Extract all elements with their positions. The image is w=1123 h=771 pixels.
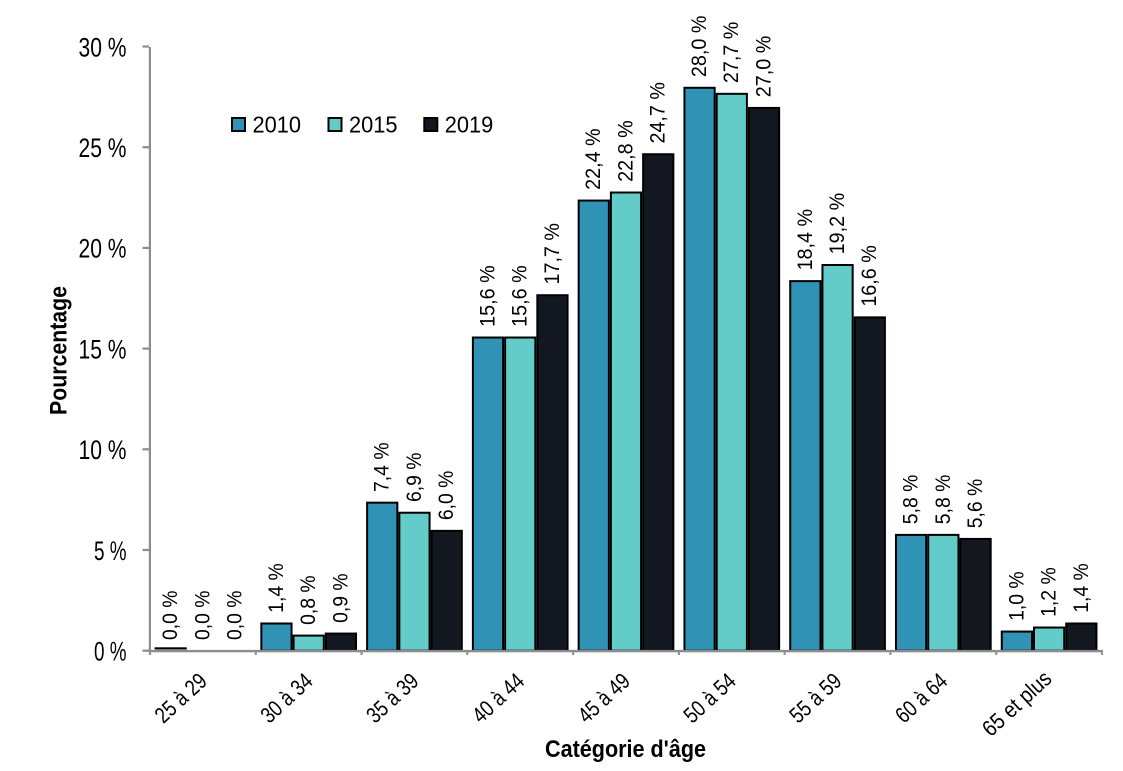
svg-text:19,2 %: 19,2 % — [826, 193, 849, 255]
svg-text:Pourcentage: Pourcentage — [46, 286, 73, 415]
svg-text:0,0 %: 0,0 % — [224, 591, 247, 641]
svg-text:15 %: 15 % — [79, 334, 127, 364]
svg-text:2019: 2019 — [445, 111, 494, 137]
svg-text:0,0 %: 0,0 % — [191, 591, 214, 641]
svg-text:0,9 %: 0,9 % — [329, 573, 352, 623]
svg-text:5,8 %: 5,8 % — [900, 475, 923, 525]
svg-text:0,8 %: 0,8 % — [297, 575, 320, 625]
svg-text:6,0 %: 6,0 % — [435, 471, 458, 521]
svg-text:0 %: 0 % — [94, 637, 127, 667]
svg-text:27,0 %: 27,0 % — [752, 36, 775, 98]
svg-text:1,4 %: 1,4 % — [265, 563, 288, 613]
svg-text:22,4 %: 22,4 % — [582, 128, 605, 190]
svg-text:7,4 %: 7,4 % — [371, 442, 394, 492]
svg-text:30 %: 30 % — [79, 32, 127, 62]
svg-text:16,6 %: 16,6 % — [858, 245, 881, 307]
svg-text:15,6 %: 15,6 % — [476, 265, 499, 327]
svg-text:10 %: 10 % — [79, 435, 127, 465]
svg-text:27,7 %: 27,7 % — [720, 22, 743, 84]
svg-text:20 %: 20 % — [79, 234, 127, 264]
svg-text:15,6 %: 15,6 % — [509, 265, 532, 327]
svg-text:5,6 %: 5,6 % — [964, 479, 987, 529]
svg-text:18,4 %: 18,4 % — [794, 209, 817, 271]
svg-text:5 %: 5 % — [94, 536, 127, 566]
svg-text:5,8 %: 5,8 % — [932, 475, 955, 525]
svg-text:24,7 %: 24,7 % — [647, 82, 670, 144]
svg-text:22,8 %: 22,8 % — [614, 120, 637, 182]
svg-text:2015: 2015 — [349, 111, 398, 137]
svg-text:Catégorie d'âge: Catégorie d'âge — [545, 736, 706, 763]
svg-text:25 %: 25 % — [79, 133, 127, 163]
svg-text:2010: 2010 — [253, 111, 302, 137]
svg-text:28,0 %: 28,0 % — [688, 16, 711, 78]
svg-text:17,7 %: 17,7 % — [541, 223, 564, 285]
svg-text:1,4 %: 1,4 % — [1070, 563, 1093, 613]
svg-text:1,2 %: 1,2 % — [1038, 567, 1061, 617]
svg-text:0,0 %: 0,0 % — [159, 591, 182, 641]
svg-text:6,9 %: 6,9 % — [403, 453, 426, 503]
svg-text:1,0 %: 1,0 % — [1005, 571, 1028, 621]
